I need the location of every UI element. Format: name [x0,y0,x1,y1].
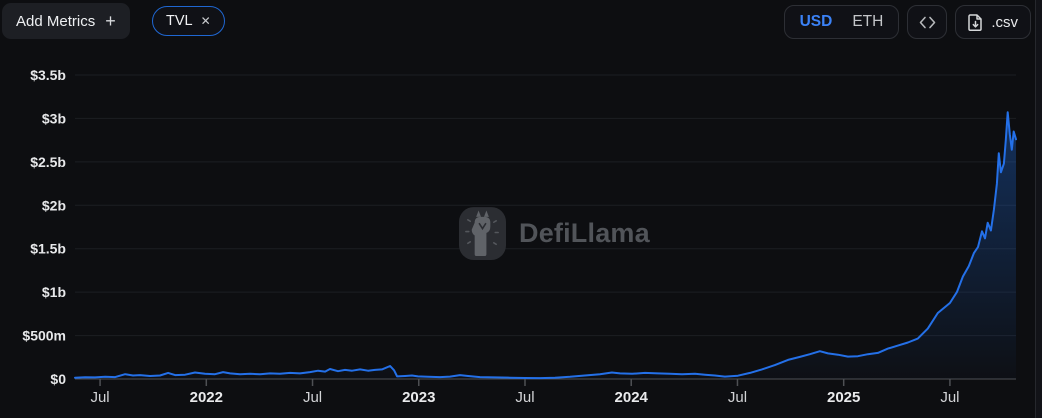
y-tick-label: $1.5b [30,241,66,257]
csv-file-download-icon [968,13,983,31]
y-tick-label: $2.5b [30,154,66,170]
add-metrics-label: Add Metrics [16,12,96,30]
metric-chip-label: TVL [166,13,193,29]
code-icon [919,16,936,28]
plus-icon: + [105,11,116,31]
y-tick-label: $3.5b [30,67,66,83]
tvl-area-fill [75,112,1016,380]
x-tick-label: Jul [303,389,322,406]
x-tick-label: 2024 [615,389,649,406]
x-tick-label: 2023 [402,389,435,406]
embed-code-button[interactable] [907,5,948,39]
y-tick-label: $0 [50,371,66,387]
currency-option-usd[interactable]: USD [799,13,833,30]
close-icon[interactable]: ✕ [200,14,211,28]
x-tick-label: 2022 [190,389,223,406]
chart-toolbar: USD ETH .csv [783,5,1031,39]
download-csv-button[interactable]: .csv [955,5,1031,39]
currency-option-eth[interactable]: ETH [852,13,884,30]
x-tick-label: Jul [515,389,534,406]
y-tick-label: $2b [42,197,66,213]
y-tick-label: $500m [22,328,66,344]
x-tick-label: Jul [940,389,959,406]
add-metrics-button[interactable]: Add Metrics + [2,3,130,39]
area-path [75,112,1016,380]
csv-label: .csv [991,13,1018,31]
y-axis-labels: $0 $500m $1b $1.5b $2b $2.5b $3b $3.5b [22,67,66,387]
panel-edge [1035,0,1042,418]
tvl-line-series [74,111,1017,380]
y-tick-label: $1b [42,284,66,300]
y-tick-label: $3b [42,110,66,126]
x-tick-label: Jul [728,389,747,406]
line-path [74,111,1017,380]
x-tick-label: 2025 [827,389,860,406]
metric-chip-tvl[interactable]: TVL ✕ [152,6,225,36]
x-tick-label: Jul [90,389,109,406]
grid-lines [75,74,1016,380]
currency-toggle[interactable]: USD ETH [783,5,900,39]
x-axis-labels: Jul 2022 Jul 2023 Jul 2024 Jul 2025 Jul [90,379,960,406]
